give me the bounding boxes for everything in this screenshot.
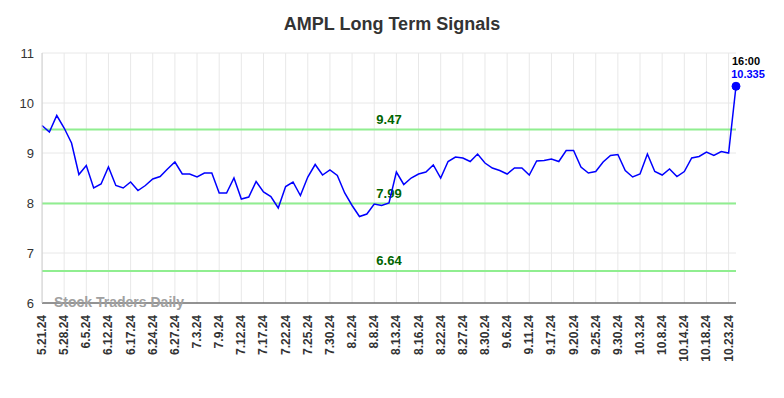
svg-text:8.30.24: 8.30.24 xyxy=(478,315,492,355)
svg-text:7.99: 7.99 xyxy=(376,186,401,201)
svg-text:8.8.24: 8.8.24 xyxy=(367,315,381,349)
svg-text:7.25.24: 7.25.24 xyxy=(301,315,315,355)
svg-text:9.11.24: 9.11.24 xyxy=(522,315,536,355)
svg-text:9.6.24: 9.6.24 xyxy=(500,315,514,349)
svg-text:10.3.24: 10.3.24 xyxy=(633,315,647,355)
svg-text:6.17.24: 6.17.24 xyxy=(124,315,138,355)
svg-text:7.17.24: 7.17.24 xyxy=(256,315,270,355)
svg-text:6.24.24: 6.24.24 xyxy=(146,315,160,355)
svg-text:9: 9 xyxy=(27,146,34,161)
svg-text:9.20.24: 9.20.24 xyxy=(567,315,581,355)
svg-text:6.64: 6.64 xyxy=(376,253,402,268)
svg-text:9.17.24: 9.17.24 xyxy=(544,315,558,355)
svg-text:8.2.24: 8.2.24 xyxy=(345,315,359,349)
svg-text:7.12.24: 7.12.24 xyxy=(234,315,248,355)
svg-text:6.5.24: 6.5.24 xyxy=(79,315,93,349)
svg-text:8.22.24: 8.22.24 xyxy=(434,315,448,355)
svg-text:9.47: 9.47 xyxy=(376,112,401,127)
svg-text:7.9.24: 7.9.24 xyxy=(212,315,226,349)
svg-text:5.28.24: 5.28.24 xyxy=(57,315,71,355)
svg-text:7.3.24: 7.3.24 xyxy=(190,315,204,349)
svg-text:6.27.24: 6.27.24 xyxy=(168,315,182,355)
svg-text:7.30.24: 7.30.24 xyxy=(323,315,337,355)
svg-text:6.12.24: 6.12.24 xyxy=(101,315,115,355)
svg-text:8.16.24: 8.16.24 xyxy=(412,315,426,355)
svg-text:5.21.24: 5.21.24 xyxy=(35,315,49,355)
svg-text:10.23.24: 10.23.24 xyxy=(722,315,736,362)
svg-text:9.30.24: 9.30.24 xyxy=(611,315,625,355)
svg-text:8.27.24: 8.27.24 xyxy=(456,315,470,355)
svg-text:10.14.24: 10.14.24 xyxy=(677,315,691,362)
html-text:AMPL Long Term Signals: AMPL Long Term Signals xyxy=(283,14,501,34)
html-text:Stock Traders Daily: Stock Traders Daily xyxy=(54,294,184,310)
svg-text:16:00: 16:00 xyxy=(732,55,760,67)
svg-text:8.13.24: 8.13.24 xyxy=(389,315,403,355)
svg-text:10.8.24: 10.8.24 xyxy=(655,315,669,355)
svg-text:9.25.24: 9.25.24 xyxy=(589,315,603,355)
svg-text:11: 11 xyxy=(21,46,35,61)
svg-text:10: 10 xyxy=(20,96,34,111)
svg-text:7: 7 xyxy=(27,246,34,261)
svg-text:7.22.24: 7.22.24 xyxy=(279,315,293,355)
svg-text:6: 6 xyxy=(27,296,34,311)
svg-text:8: 8 xyxy=(27,196,34,211)
svg-text:10.18.24: 10.18.24 xyxy=(699,315,713,362)
svg-text:10.335: 10.335 xyxy=(731,68,765,80)
